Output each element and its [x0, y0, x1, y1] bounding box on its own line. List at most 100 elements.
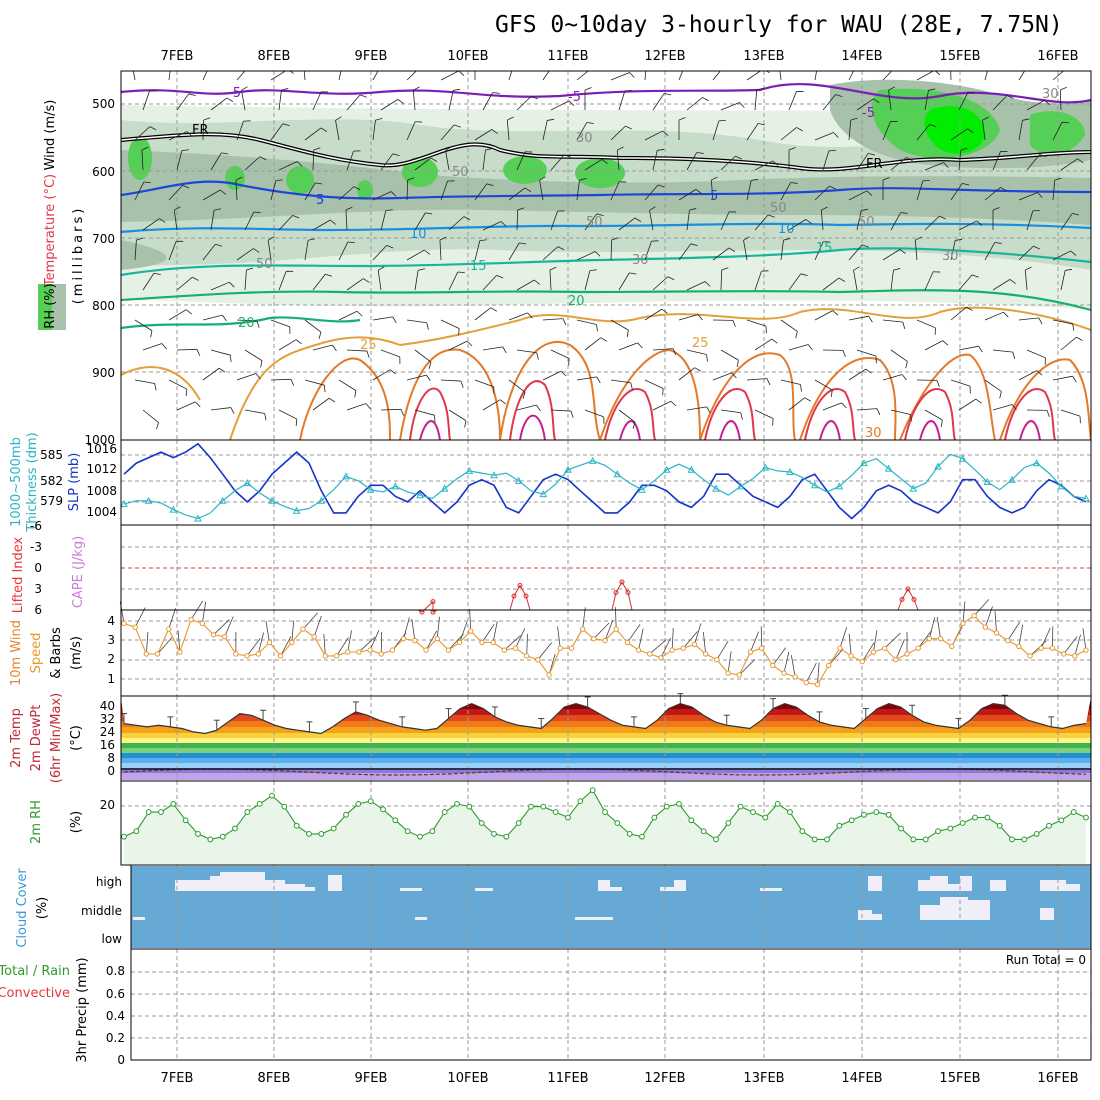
wind-barb — [994, 610, 997, 633]
wind-speed-point — [1016, 643, 1022, 650]
wind-speed-point — [367, 647, 373, 653]
upper-wind-barb — [516, 151, 526, 171]
upper-wind-barb-flag — [1054, 177, 1062, 181]
lifted-index-line — [509, 584, 531, 611]
upper-wind-barb-flag — [490, 307, 497, 312]
wind-barb — [702, 632, 707, 654]
thickness-point — [342, 472, 350, 480]
upper-wind-barb-flag — [192, 276, 199, 281]
upper-wind-barb — [304, 379, 325, 386]
wind-speed-point — [322, 653, 329, 659]
contour-label: 25 — [360, 338, 377, 353]
upper-wind-barb — [958, 274, 973, 291]
wind-barb — [459, 621, 468, 643]
upper-wind-barb-flag — [524, 187, 532, 192]
upper-wind-barb — [856, 98, 874, 111]
upper-wind-barb — [474, 240, 481, 261]
wind-speed-point — [255, 651, 261, 657]
upper-wind-barb — [372, 120, 376, 141]
wind-barb — [1007, 621, 1021, 641]
lifted-index-line — [417, 600, 438, 613]
upper-wind-barb-flag — [229, 355, 232, 363]
wind-speed-point — [647, 651, 653, 657]
date-label: 11FEB — [547, 1071, 588, 1086]
upper-wind-barb — [924, 409, 943, 421]
upper-wind-barb — [406, 249, 425, 261]
thickness-point — [909, 484, 918, 492]
upper-wind-barb — [984, 187, 1001, 201]
upper-wind-barb-flag — [365, 403, 371, 410]
wind-speed-point — [691, 641, 698, 648]
upper-wind-barb — [516, 404, 537, 411]
lifted-index-series — [417, 579, 919, 615]
rh2m-point — [454, 800, 460, 807]
upper-wind-barb — [950, 240, 956, 261]
upper-wind-barb — [1018, 370, 1037, 381]
upper-wind-barb-flag — [366, 350, 370, 358]
upper-wind-barb — [720, 211, 730, 231]
slp-panel: 585 582 579 1016 1012 1008 1004 1000~500… — [9, 432, 1091, 533]
upper-wind-barb — [890, 212, 902, 231]
upper-wind-barb-flag — [876, 408, 881, 416]
rh2m-point — [676, 800, 682, 807]
precip-panel: Run Total = 0 0.8 0.6 0.4 0.2 0 Total / … — [0, 949, 1091, 1067]
thickness-point — [440, 484, 449, 492]
upper-wind-barb — [176, 150, 183, 171]
wind-barb — [861, 642, 875, 662]
upper-wind-barb-flag — [1037, 192, 1043, 198]
upper-wind-barb-flag — [689, 208, 697, 211]
upper-wind-barb-flag — [150, 330, 153, 338]
upper-wind-barb-flag — [328, 397, 336, 403]
upper-wind-barb — [278, 271, 287, 291]
upper-wind-barb — [270, 123, 284, 141]
wind-barb — [1082, 628, 1087, 651]
upper-wind-barb — [516, 349, 537, 354]
upper-wind-barb-flag — [215, 243, 223, 247]
cape-grid — [121, 525, 1091, 610]
date-label: 7FEB — [161, 49, 194, 64]
upper-wind-barb-flag — [318, 331, 322, 339]
rh2m-point — [219, 833, 226, 840]
upper-wind-barb — [814, 241, 824, 261]
upper-wind-barb — [754, 214, 769, 231]
upper-wind-barb — [542, 120, 548, 141]
upper-wind-barb-flag — [439, 236, 447, 241]
upper-wind-barb-flag — [865, 368, 872, 374]
upper-wind-barb-flag — [818, 59, 825, 60]
upper-wind-barb — [890, 409, 911, 415]
upper-wind-barb — [346, 94, 361, 111]
upper-wind-barb — [549, 270, 552, 291]
upper-wind-barb-flag — [255, 373, 261, 380]
upper-wind-barb-flag — [296, 161, 303, 167]
wind-barb — [469, 609, 472, 632]
upper-wind-barb — [610, 125, 626, 141]
lifted-index-label: Lifted Index — [11, 536, 26, 613]
rh2m-point — [466, 803, 473, 810]
wind-speed-point — [389, 647, 396, 653]
upper-wind-barb-flag — [226, 97, 234, 102]
contour-label: -5 — [568, 90, 581, 105]
upper-wind-barb-flag — [728, 247, 736, 252]
y-tick-label: 20 — [100, 798, 115, 812]
upper-wind-barb — [576, 376, 597, 381]
upper-wind-barb — [312, 219, 331, 231]
y-tick-label: 8 — [107, 751, 115, 765]
upper-wind-barb-flag — [1060, 86, 1067, 91]
upper-wind-barb — [474, 307, 492, 321]
rh2m-point — [873, 809, 880, 815]
upper-wind-barb-flag — [389, 369, 396, 375]
contour-label: FR — [192, 123, 209, 138]
wind-barb — [805, 662, 817, 683]
temp2m-grid — [176, 696, 1059, 781]
rh2m-point — [133, 828, 140, 835]
upper-wind-barb — [210, 152, 222, 171]
wind-speed-point — [445, 647, 452, 653]
wind-barb — [537, 642, 553, 660]
upper-wind-barb-flag — [1072, 323, 1075, 331]
upper-wind-barb-flag — [343, 59, 350, 60]
lifted-index-line — [611, 580, 633, 611]
upper-wind-barb — [134, 319, 153, 331]
upper-wind-barb-flag — [893, 268, 901, 271]
upper-wind-barb — [542, 246, 559, 261]
